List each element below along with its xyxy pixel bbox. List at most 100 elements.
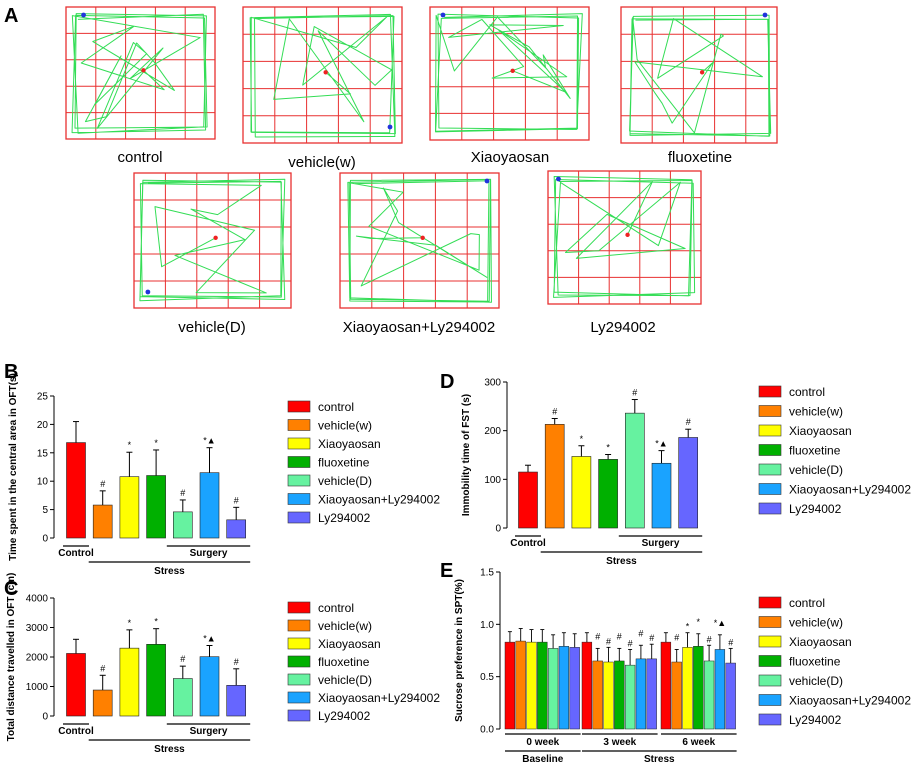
significance-mark: *▲	[655, 439, 667, 449]
legend-swatch	[287, 691, 311, 704]
legend-swatch	[758, 463, 782, 476]
bar	[199, 656, 220, 717]
bar	[119, 647, 140, 717]
bar	[173, 678, 193, 717]
legend-swatch	[758, 385, 782, 398]
bar	[598, 459, 618, 529]
significance-mark: #	[180, 488, 185, 498]
legend-label: Ly294002	[789, 713, 842, 727]
movement-trace	[139, 178, 286, 302]
panel-label-b: B	[4, 361, 18, 383]
y-axis-title: Sucrose preference in SPT(%)	[454, 579, 465, 722]
movement-trace	[249, 13, 396, 138]
arena-border	[242, 6, 403, 144]
bar	[119, 476, 140, 539]
movement-trace	[435, 13, 583, 133]
stress-group-label: Stress	[644, 754, 675, 763]
control-group-label: Control	[510, 538, 546, 549]
bar	[518, 471, 538, 529]
legend-swatch	[758, 713, 782, 726]
surgery-group-label: Surgery	[642, 538, 680, 549]
bar	[544, 424, 565, 529]
significance-mark: #	[617, 631, 622, 641]
y-tick-label: 25	[37, 392, 49, 403]
legend-label: Xiaoyaosan	[789, 424, 852, 438]
bar	[614, 660, 625, 730]
bar	[592, 660, 603, 730]
stress-group-label: Stress	[606, 556, 637, 567]
end-point-marker	[420, 235, 425, 240]
track-plot: Xiaoyaosan+Ly294002	[339, 172, 500, 336]
end-point-marker	[213, 235, 218, 240]
bar	[173, 511, 193, 539]
bar	[146, 475, 166, 539]
legend-swatch	[758, 502, 782, 515]
legend-swatch	[758, 483, 782, 495]
significance-mark: *	[697, 617, 701, 627]
arena-border	[339, 172, 500, 309]
bar	[571, 456, 592, 529]
y-tick-label: 300	[484, 378, 501, 389]
y-tick-label: 0	[42, 534, 48, 545]
track-label: fluoxetine	[668, 149, 732, 166]
y-axis-title: Time spent in the central area in OFT(s)	[8, 373, 19, 561]
baseline-group-label: Baseline	[522, 754, 564, 763]
legend-swatch	[758, 444, 782, 456]
bar	[66, 653, 86, 717]
significance-mark: #	[686, 417, 691, 427]
legend-swatch	[287, 673, 311, 686]
legend-label: Ly294002	[318, 709, 371, 723]
bar	[146, 644, 166, 717]
legend-swatch	[758, 635, 782, 648]
bar	[504, 641, 516, 730]
bar	[92, 689, 113, 717]
legend-label: fluoxetine	[318, 655, 370, 669]
end-point-marker	[141, 68, 146, 73]
week-label: 0 week	[526, 737, 559, 748]
arena-border	[65, 6, 216, 140]
legend-swatch	[758, 674, 782, 687]
significance-mark: #	[595, 631, 600, 641]
significance-mark: #	[552, 407, 557, 417]
significance-mark: *	[580, 434, 584, 444]
legend-swatch	[287, 474, 311, 487]
y-tick-label: 5	[42, 505, 48, 516]
movement-trace	[553, 176, 696, 298]
significance-mark: *	[128, 618, 132, 628]
significance-mark: #	[234, 657, 239, 667]
y-tick-label: 20	[37, 420, 49, 431]
bar	[678, 437, 699, 529]
stress-group-label: Stress	[154, 744, 185, 755]
significance-mark: #	[100, 663, 105, 673]
bar	[66, 442, 86, 539]
surgery-group-label: Surgery	[190, 726, 228, 737]
y-axis-title: Immobility time of FST (s)	[461, 394, 472, 516]
track-plot: fluoxetine	[620, 6, 778, 166]
legend-swatch	[287, 493, 311, 505]
bar	[682, 647, 693, 730]
y-tick-label: 2000	[26, 653, 49, 664]
legend-label: Xiaoyaosan+Ly294002	[318, 691, 440, 705]
chart-e-sucrose-preference: 0.0 0.5 1.0 1.5 Sucrose preference in SPT(%)…	[454, 568, 911, 763]
panel-label-d: D	[440, 371, 454, 393]
legend-label: Xiaoyaosan+Ly294002	[318, 493, 440, 507]
legend-label: Xiaoyaosan	[789, 635, 852, 649]
y-tick-label: 1.0	[480, 620, 494, 631]
legend-swatch	[287, 511, 311, 524]
legend-label: Xiaoyaosan	[318, 437, 381, 451]
bar	[558, 646, 570, 730]
legend-label: vehicle(w)	[789, 405, 843, 419]
movement-trace	[629, 14, 772, 137]
bar	[646, 658, 657, 730]
significance-mark: #	[632, 388, 637, 398]
significance-mark: *	[154, 617, 158, 627]
legend-swatch	[758, 655, 782, 667]
significance-mark: *▲	[714, 618, 726, 628]
significance-mark: #	[707, 634, 712, 644]
significance-mark: *	[686, 622, 690, 632]
legend-label: vehicle(w)	[318, 419, 372, 433]
significance-mark: #	[100, 479, 105, 489]
legend-label: control	[318, 601, 354, 615]
start-point-marker	[387, 124, 393, 130]
y-tick-label: 0.0	[480, 725, 494, 736]
